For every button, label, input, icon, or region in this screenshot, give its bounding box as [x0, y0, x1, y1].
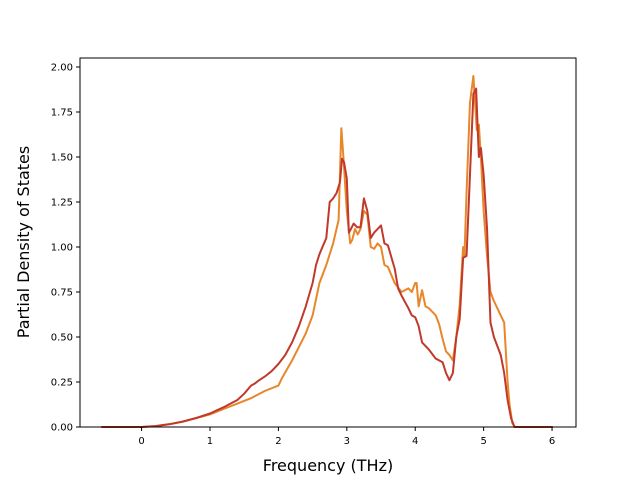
y-tick-label: 1.25	[51, 198, 73, 209]
series-line-2	[100, 87, 554, 428]
y-axis-label: Partial Density of States	[14, 146, 33, 338]
y-tick-label: 2.00	[51, 63, 73, 74]
y-tick-label: 0.25	[51, 378, 73, 389]
y-tick-label: 0.75	[51, 288, 73, 299]
y-tick-label: 0.50	[51, 333, 73, 344]
x-axis-ticks: 0 1 2 3 4 5 6	[138, 427, 555, 447]
series-line-1	[100, 75, 554, 428]
y-tick-label: 0.00	[51, 423, 73, 434]
x-tick-label: 0	[138, 436, 144, 447]
plot-area-frame	[79, 57, 577, 428]
series-layer	[100, 75, 554, 428]
x-axis-label: Frequency (THz)	[263, 456, 393, 475]
y-axis-ticks: 0.00 0.25 0.50 0.75 1.00 1.25 1.50 1.75 2.00	[51, 63, 80, 434]
y-tick-label: 1.50	[51, 153, 73, 164]
x-tick-label: 6	[549, 436, 555, 447]
x-tick-label: 2	[275, 436, 281, 447]
x-tick-label: 3	[344, 436, 350, 447]
y-tick-label: 1.00	[51, 243, 73, 254]
x-tick-label: 4	[412, 436, 418, 447]
y-tick-label: 1.75	[51, 108, 73, 119]
x-tick-label: 1	[207, 436, 213, 447]
x-tick-label: 5	[480, 436, 486, 447]
